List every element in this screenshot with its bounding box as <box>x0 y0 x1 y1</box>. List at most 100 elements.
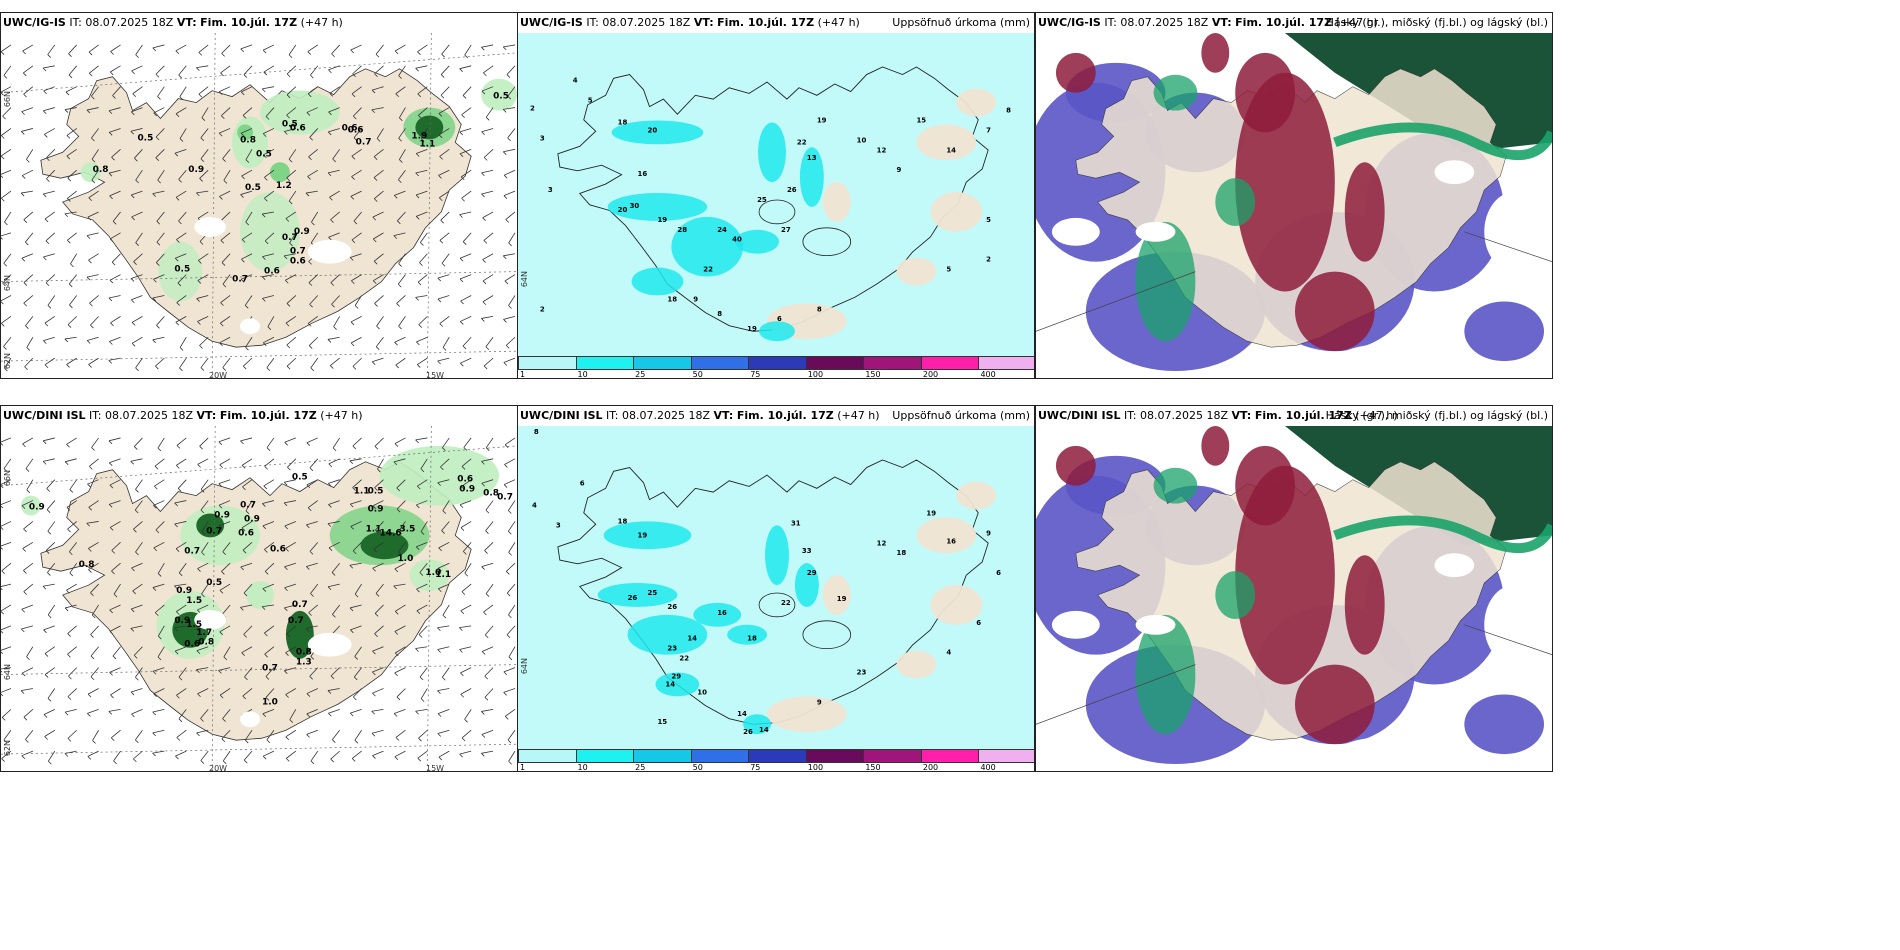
value-label: 4 <box>946 649 951 657</box>
value-label: 26 <box>787 186 797 194</box>
value-label: 13 <box>807 154 817 162</box>
value-label: 1.9 <box>411 131 427 141</box>
colorbar-label: 75 <box>750 763 761 772</box>
value-label: 16 <box>946 537 956 545</box>
value-label: 26 <box>743 728 753 736</box>
lat-label: 66N <box>3 470 12 487</box>
value-label: 20 <box>618 206 628 214</box>
value-label: 19 <box>657 216 667 224</box>
value-label: 0.7 <box>288 616 304 626</box>
value-label: 3 <box>540 134 545 142</box>
colorbar-swatch <box>518 356 577 370</box>
value-label: 1.1 <box>419 139 435 149</box>
value-label: 16 <box>638 170 648 178</box>
colorbar-swatch <box>518 749 577 763</box>
value-label: 0.8 <box>198 638 214 648</box>
value-label: 5 <box>986 216 991 224</box>
lat-label: 62N <box>3 353 12 370</box>
panel-header: UWC/IG-IS IT: 08.07.2025 18Z VT: Fim. 10… <box>1 13 517 33</box>
lon-label: 15W <box>426 764 445 772</box>
value-label: 0.9 <box>214 510 230 520</box>
panel-top-right-clouds: UWC/IG-IS IT: 08.07.2025 18Z VT: Fim. 10… <box>1035 12 1553 379</box>
value-label: 24 <box>717 226 727 234</box>
value-label: 0.9 <box>459 485 475 495</box>
value-label: 18 <box>618 118 628 126</box>
lon-label: 15W <box>426 371 445 379</box>
value-label: 1.3 <box>296 658 312 668</box>
value-label: 0.5 <box>174 265 190 275</box>
colorbar-label: 25 <box>635 370 646 379</box>
panel-header: UWC/DINI ISL IT: 08.07.2025 18Z VT: Fim.… <box>1 406 517 426</box>
colorbar-label: 200 <box>922 763 939 772</box>
value-label: 26 <box>628 594 638 602</box>
colorbar-label: 50 <box>692 370 703 379</box>
colorbar-label: 1 <box>520 370 526 379</box>
precip-colorbar: 1 10 25 50 75 100 150 200 400 <box>518 356 1034 378</box>
value-label: 29 <box>671 672 681 680</box>
panel-header: UWC/IG-IS IT: 08.07.2025 18Z VT: Fim. 10… <box>1036 13 1552 33</box>
value-label: 19 <box>926 509 936 517</box>
map-clouds[interactable] <box>1036 426 1552 771</box>
panel-bottom-left-wind: UWC/DINI ISL IT: 08.07.2025 18Z VT: Fim.… <box>0 405 518 772</box>
colorbar-swatch <box>863 356 922 370</box>
colorbar-label: 75 <box>750 370 761 379</box>
value-label: 0.9 <box>368 505 384 515</box>
map-wind[interactable]: 0.5 0.8 0.9 0.8 0.5 0.5 1.2 0.7 0.9 0.7 0.6 0.7 0.6 0… <box>1 33 517 378</box>
value-label: 25 <box>647 589 657 597</box>
value-label: 0.7 <box>184 546 200 556</box>
colorbar-swatch <box>690 356 750 370</box>
value-label: 9 <box>897 166 902 174</box>
colorbar-swatch <box>748 356 807 370</box>
value-label: 8 <box>817 305 822 313</box>
value-label: 18 <box>618 517 628 525</box>
map-precip[interactable]: 2 3 3 4 5 18 20 16 30 19 20 28 24 40 22 18 8 19 25 26 27 13 22… <box>518 33 1034 356</box>
map-wind[interactable]: 0.7 0.9 0.7 0.9 0.6 0.6 0.7 0.8 0.9 1.5 0.5 0.9 1.5 1… <box>1 426 517 771</box>
value-label: 18 <box>667 295 677 303</box>
value-label: 30 <box>630 202 640 210</box>
value-label: 0.9 <box>29 503 45 513</box>
value-label: 0.5 <box>292 473 308 483</box>
value-label: 40 <box>732 236 742 244</box>
value-label: 27 <box>781 226 791 234</box>
lat-label: 64N <box>3 664 12 681</box>
lat-label: 62N <box>3 740 12 757</box>
value-label: 26 <box>667 603 677 611</box>
colorbar-swatch <box>633 356 692 370</box>
value-label: 8 <box>1006 107 1011 115</box>
map-clouds[interactable] <box>1036 33 1552 378</box>
value-label: 6 <box>777 315 782 323</box>
value-label: 0.8 <box>79 560 95 570</box>
colorbar-swatch <box>920 749 980 763</box>
value-label: 0.6 <box>457 475 473 485</box>
colorbar-swatch <box>863 749 922 763</box>
value-label: 9 <box>817 698 822 706</box>
value-label: 0.5 <box>245 183 261 193</box>
panel-header: UWC/DINI ISL IT: 08.07.2025 18Z VT: Fim.… <box>518 406 1034 426</box>
value-label: 0.5 <box>206 578 222 588</box>
value-label: 0.9 <box>176 586 192 596</box>
map-precip[interactable]: 8 4 3 6 18 19 25 26 26 14 16 18 23 22 29 14 10 14 26 14 31 33… <box>518 426 1034 749</box>
colorbar-label: 400 <box>980 370 996 379</box>
value-label: 2 <box>540 305 545 313</box>
value-label: 22 <box>781 599 791 607</box>
value-label: 0.8 <box>296 648 312 658</box>
value-label: 15 <box>657 718 667 726</box>
value-label: 1.1 <box>435 570 451 580</box>
value-label: 14 <box>946 146 956 154</box>
value-label: 14.6 <box>380 528 402 538</box>
value-label: 1.0 <box>425 568 441 578</box>
value-label: 7 <box>986 126 991 134</box>
value-label: 4 <box>532 502 537 510</box>
value-label: 0.5 <box>137 133 153 143</box>
value-label: 0.7 <box>206 526 222 536</box>
value-label: 0.6 <box>290 123 306 133</box>
panel-bottom-middle-precip: UWC/DINI ISL IT: 08.07.2025 18Z VT: Fim.… <box>517 405 1035 772</box>
lat-label: 64N <box>520 658 529 675</box>
value-label: 22 <box>797 138 807 146</box>
value-label: 0.7 <box>282 233 298 243</box>
value-label: 19 <box>747 325 757 333</box>
colorbar-swatch <box>575 749 635 763</box>
value-label: 22 <box>703 266 713 274</box>
value-label: 0.7 <box>262 664 278 674</box>
value-label: 23 <box>857 668 867 676</box>
